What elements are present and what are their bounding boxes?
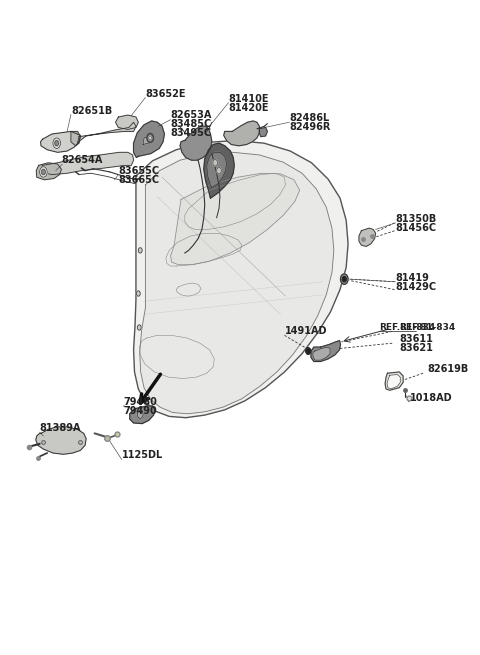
Text: 81429C: 81429C: [396, 282, 437, 292]
Text: 82651B: 82651B: [71, 105, 112, 115]
Polygon shape: [78, 122, 136, 143]
Polygon shape: [130, 406, 155, 424]
Text: 81456C: 81456C: [396, 223, 437, 233]
Polygon shape: [71, 132, 81, 146]
Polygon shape: [259, 128, 267, 137]
Text: 1491AD: 1491AD: [285, 326, 327, 337]
Polygon shape: [311, 341, 340, 362]
Text: 81420E: 81420E: [228, 103, 269, 113]
Polygon shape: [40, 132, 81, 153]
Text: 82486L: 82486L: [289, 113, 329, 123]
Circle shape: [136, 291, 140, 296]
Circle shape: [137, 325, 141, 330]
Text: 81350B: 81350B: [396, 214, 437, 224]
Text: 81419: 81419: [396, 273, 430, 283]
Text: 83485C: 83485C: [170, 119, 212, 129]
Text: 83655C: 83655C: [119, 166, 159, 176]
Polygon shape: [140, 153, 334, 414]
Circle shape: [147, 134, 154, 143]
Polygon shape: [133, 141, 348, 418]
Text: 83652E: 83652E: [145, 88, 186, 98]
Polygon shape: [40, 153, 133, 174]
Polygon shape: [36, 163, 61, 179]
Text: 82654A: 82654A: [61, 155, 103, 165]
Text: REF.81-834: REF.81-834: [379, 323, 436, 332]
Text: 82619B: 82619B: [428, 364, 469, 374]
Polygon shape: [387, 375, 400, 389]
Circle shape: [40, 167, 47, 177]
Polygon shape: [313, 347, 330, 360]
Polygon shape: [204, 143, 234, 198]
Polygon shape: [359, 228, 375, 246]
Polygon shape: [170, 174, 300, 265]
Polygon shape: [116, 115, 138, 130]
Text: 81389A: 81389A: [40, 423, 81, 433]
Text: 83621: 83621: [399, 343, 433, 354]
Circle shape: [340, 274, 348, 284]
Text: 83495C: 83495C: [170, 128, 212, 138]
Circle shape: [137, 411, 143, 419]
Circle shape: [138, 248, 142, 253]
Text: REF.81-834: REF.81-834: [399, 323, 456, 332]
Polygon shape: [385, 372, 403, 390]
Text: 1125DL: 1125DL: [122, 450, 163, 460]
Polygon shape: [143, 136, 152, 145]
Circle shape: [342, 276, 346, 282]
Polygon shape: [36, 427, 86, 455]
Circle shape: [53, 138, 60, 149]
Polygon shape: [207, 153, 227, 187]
Circle shape: [41, 170, 45, 174]
Text: 79480: 79480: [123, 397, 157, 407]
Text: 82653A: 82653A: [170, 110, 212, 120]
Text: 83665C: 83665C: [119, 175, 159, 185]
Text: 82496R: 82496R: [289, 122, 331, 132]
Polygon shape: [180, 126, 212, 160]
Circle shape: [216, 168, 221, 174]
Polygon shape: [224, 121, 259, 146]
Polygon shape: [133, 121, 165, 158]
Circle shape: [213, 160, 217, 166]
Circle shape: [55, 141, 59, 146]
Circle shape: [149, 136, 152, 140]
Text: 81410E: 81410E: [228, 94, 269, 103]
Circle shape: [306, 348, 311, 354]
Text: 1018AD: 1018AD: [410, 393, 452, 403]
Text: 79490: 79490: [123, 406, 157, 416]
Text: 83611: 83611: [399, 334, 433, 345]
